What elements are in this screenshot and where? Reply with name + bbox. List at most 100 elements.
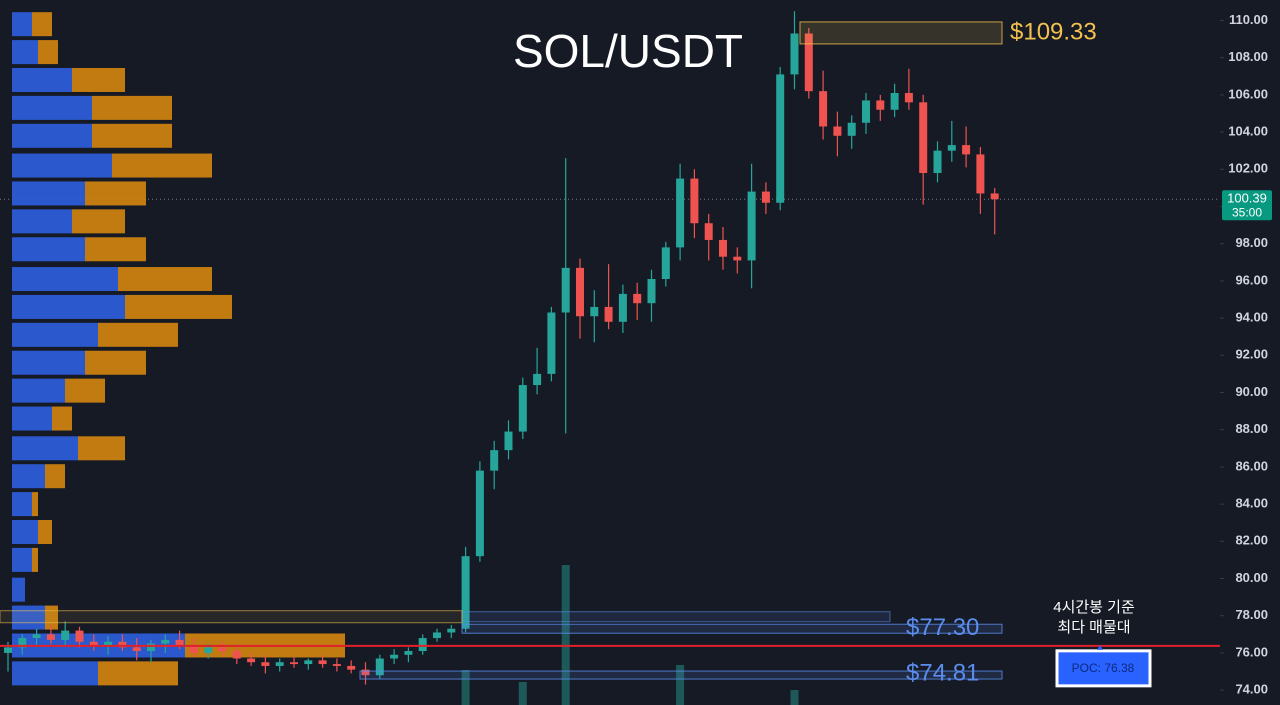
candle-body bbox=[847, 122, 856, 136]
candle-body bbox=[547, 312, 556, 374]
candle-body bbox=[590, 306, 599, 317]
y-tick-label: 94.00 bbox=[1235, 310, 1268, 325]
candle-body bbox=[161, 639, 170, 644]
profile-sell bbox=[32, 12, 52, 37]
candle-body bbox=[719, 239, 727, 257]
profile-buy bbox=[12, 67, 72, 92]
profile-buy bbox=[12, 123, 92, 148]
profile-sell bbox=[72, 209, 125, 234]
candle-body bbox=[704, 223, 713, 240]
y-tick-label: 88.00 bbox=[1235, 421, 1268, 436]
candle-body bbox=[518, 385, 527, 432]
candle-body bbox=[418, 638, 427, 652]
candle-body bbox=[890, 93, 899, 110]
candle-body bbox=[404, 651, 413, 655]
profile-buy bbox=[12, 209, 72, 234]
candle-body bbox=[290, 662, 298, 665]
profile-sell bbox=[98, 322, 178, 347]
candle-body bbox=[819, 91, 828, 127]
note-text: 최다 매물대 bbox=[1057, 619, 1130, 636]
candle-body bbox=[676, 178, 685, 248]
y-tick-label: 74.00 bbox=[1235, 682, 1268, 697]
candle-body bbox=[618, 293, 627, 322]
candle-body bbox=[933, 150, 942, 173]
profile-sell bbox=[38, 40, 58, 65]
candle-body bbox=[332, 664, 341, 666]
level-zone bbox=[799, 21, 1003, 45]
profile-sell bbox=[112, 153, 212, 178]
y-tick-label: 86.00 bbox=[1235, 458, 1268, 473]
y-tick-label: 76.00 bbox=[1235, 644, 1268, 659]
y-tick-label: 98.00 bbox=[1235, 235, 1268, 250]
profile-buy bbox=[12, 350, 85, 375]
candle-body bbox=[990, 193, 999, 200]
profile-buy bbox=[12, 605, 45, 630]
candle-body bbox=[490, 450, 499, 471]
candle-body bbox=[947, 145, 956, 151]
candle-body bbox=[390, 654, 399, 659]
candle-body bbox=[962, 145, 971, 155]
level-zone-upper bbox=[461, 611, 891, 623]
profile-sell bbox=[118, 267, 212, 292]
profile-buy bbox=[12, 661, 98, 686]
level-label: $109.33 bbox=[1010, 18, 1097, 45]
profile-sell bbox=[92, 123, 172, 148]
candle-body bbox=[318, 660, 327, 665]
candle-body bbox=[232, 651, 241, 659]
candle-body bbox=[189, 645, 198, 653]
candle-body bbox=[647, 279, 656, 304]
candle-body bbox=[504, 431, 513, 451]
profile-sell bbox=[85, 237, 146, 262]
candle-body bbox=[433, 632, 441, 639]
candle-body bbox=[347, 665, 356, 670]
volume-bar bbox=[676, 665, 685, 705]
y-tick-label: 82.00 bbox=[1235, 533, 1268, 548]
profile-buy bbox=[12, 40, 38, 65]
candle-body bbox=[361, 669, 370, 676]
profile-buy bbox=[12, 378, 65, 403]
candle-body bbox=[604, 306, 613, 322]
level-zone bbox=[461, 623, 1003, 634]
y-tick-label: 92.00 bbox=[1235, 347, 1268, 362]
candle-body bbox=[633, 293, 642, 304]
candle-body bbox=[690, 178, 699, 224]
candle-body bbox=[4, 647, 12, 653]
level-zone bbox=[359, 670, 1003, 680]
candle-body bbox=[175, 639, 184, 646]
candle-body bbox=[461, 556, 470, 629]
y-tick-label: 102.00 bbox=[1228, 161, 1268, 176]
profile-buy bbox=[12, 12, 32, 37]
profile-buy bbox=[12, 577, 25, 602]
candle-body bbox=[733, 256, 742, 261]
profile-sell bbox=[45, 605, 58, 630]
candle-body bbox=[18, 638, 27, 648]
candle-body bbox=[447, 628, 456, 633]
profile-sell bbox=[38, 520, 52, 545]
volume-bar bbox=[518, 682, 527, 705]
candle-body bbox=[118, 641, 127, 648]
profile-sell bbox=[78, 436, 125, 461]
profile-sell bbox=[125, 294, 232, 319]
candle-body bbox=[761, 191, 770, 203]
candle-body bbox=[833, 126, 842, 136]
profile-sell bbox=[85, 181, 146, 206]
y-tick-label: 90.00 bbox=[1235, 384, 1268, 399]
candle-body bbox=[375, 658, 384, 676]
candle-body bbox=[247, 658, 256, 663]
y-tick-label: 78.00 bbox=[1235, 607, 1268, 622]
candle-body bbox=[661, 247, 670, 280]
y-tick-label: 106.00 bbox=[1228, 86, 1268, 101]
profile-buy bbox=[12, 322, 98, 347]
y-tick-label: 84.00 bbox=[1235, 496, 1268, 511]
profile-sell bbox=[72, 67, 125, 92]
candle-body bbox=[32, 634, 41, 639]
level-label: $77.30 bbox=[906, 614, 979, 641]
profile-buy bbox=[12, 547, 32, 572]
candle-body bbox=[533, 373, 542, 386]
y-tick-label: 104.00 bbox=[1228, 124, 1268, 139]
candle-body bbox=[104, 641, 113, 646]
yellow-zone bbox=[0, 610, 463, 624]
candle-body bbox=[776, 74, 785, 203]
candle-body bbox=[576, 267, 584, 317]
note-text: 4시간봉 기준 bbox=[1053, 599, 1135, 616]
